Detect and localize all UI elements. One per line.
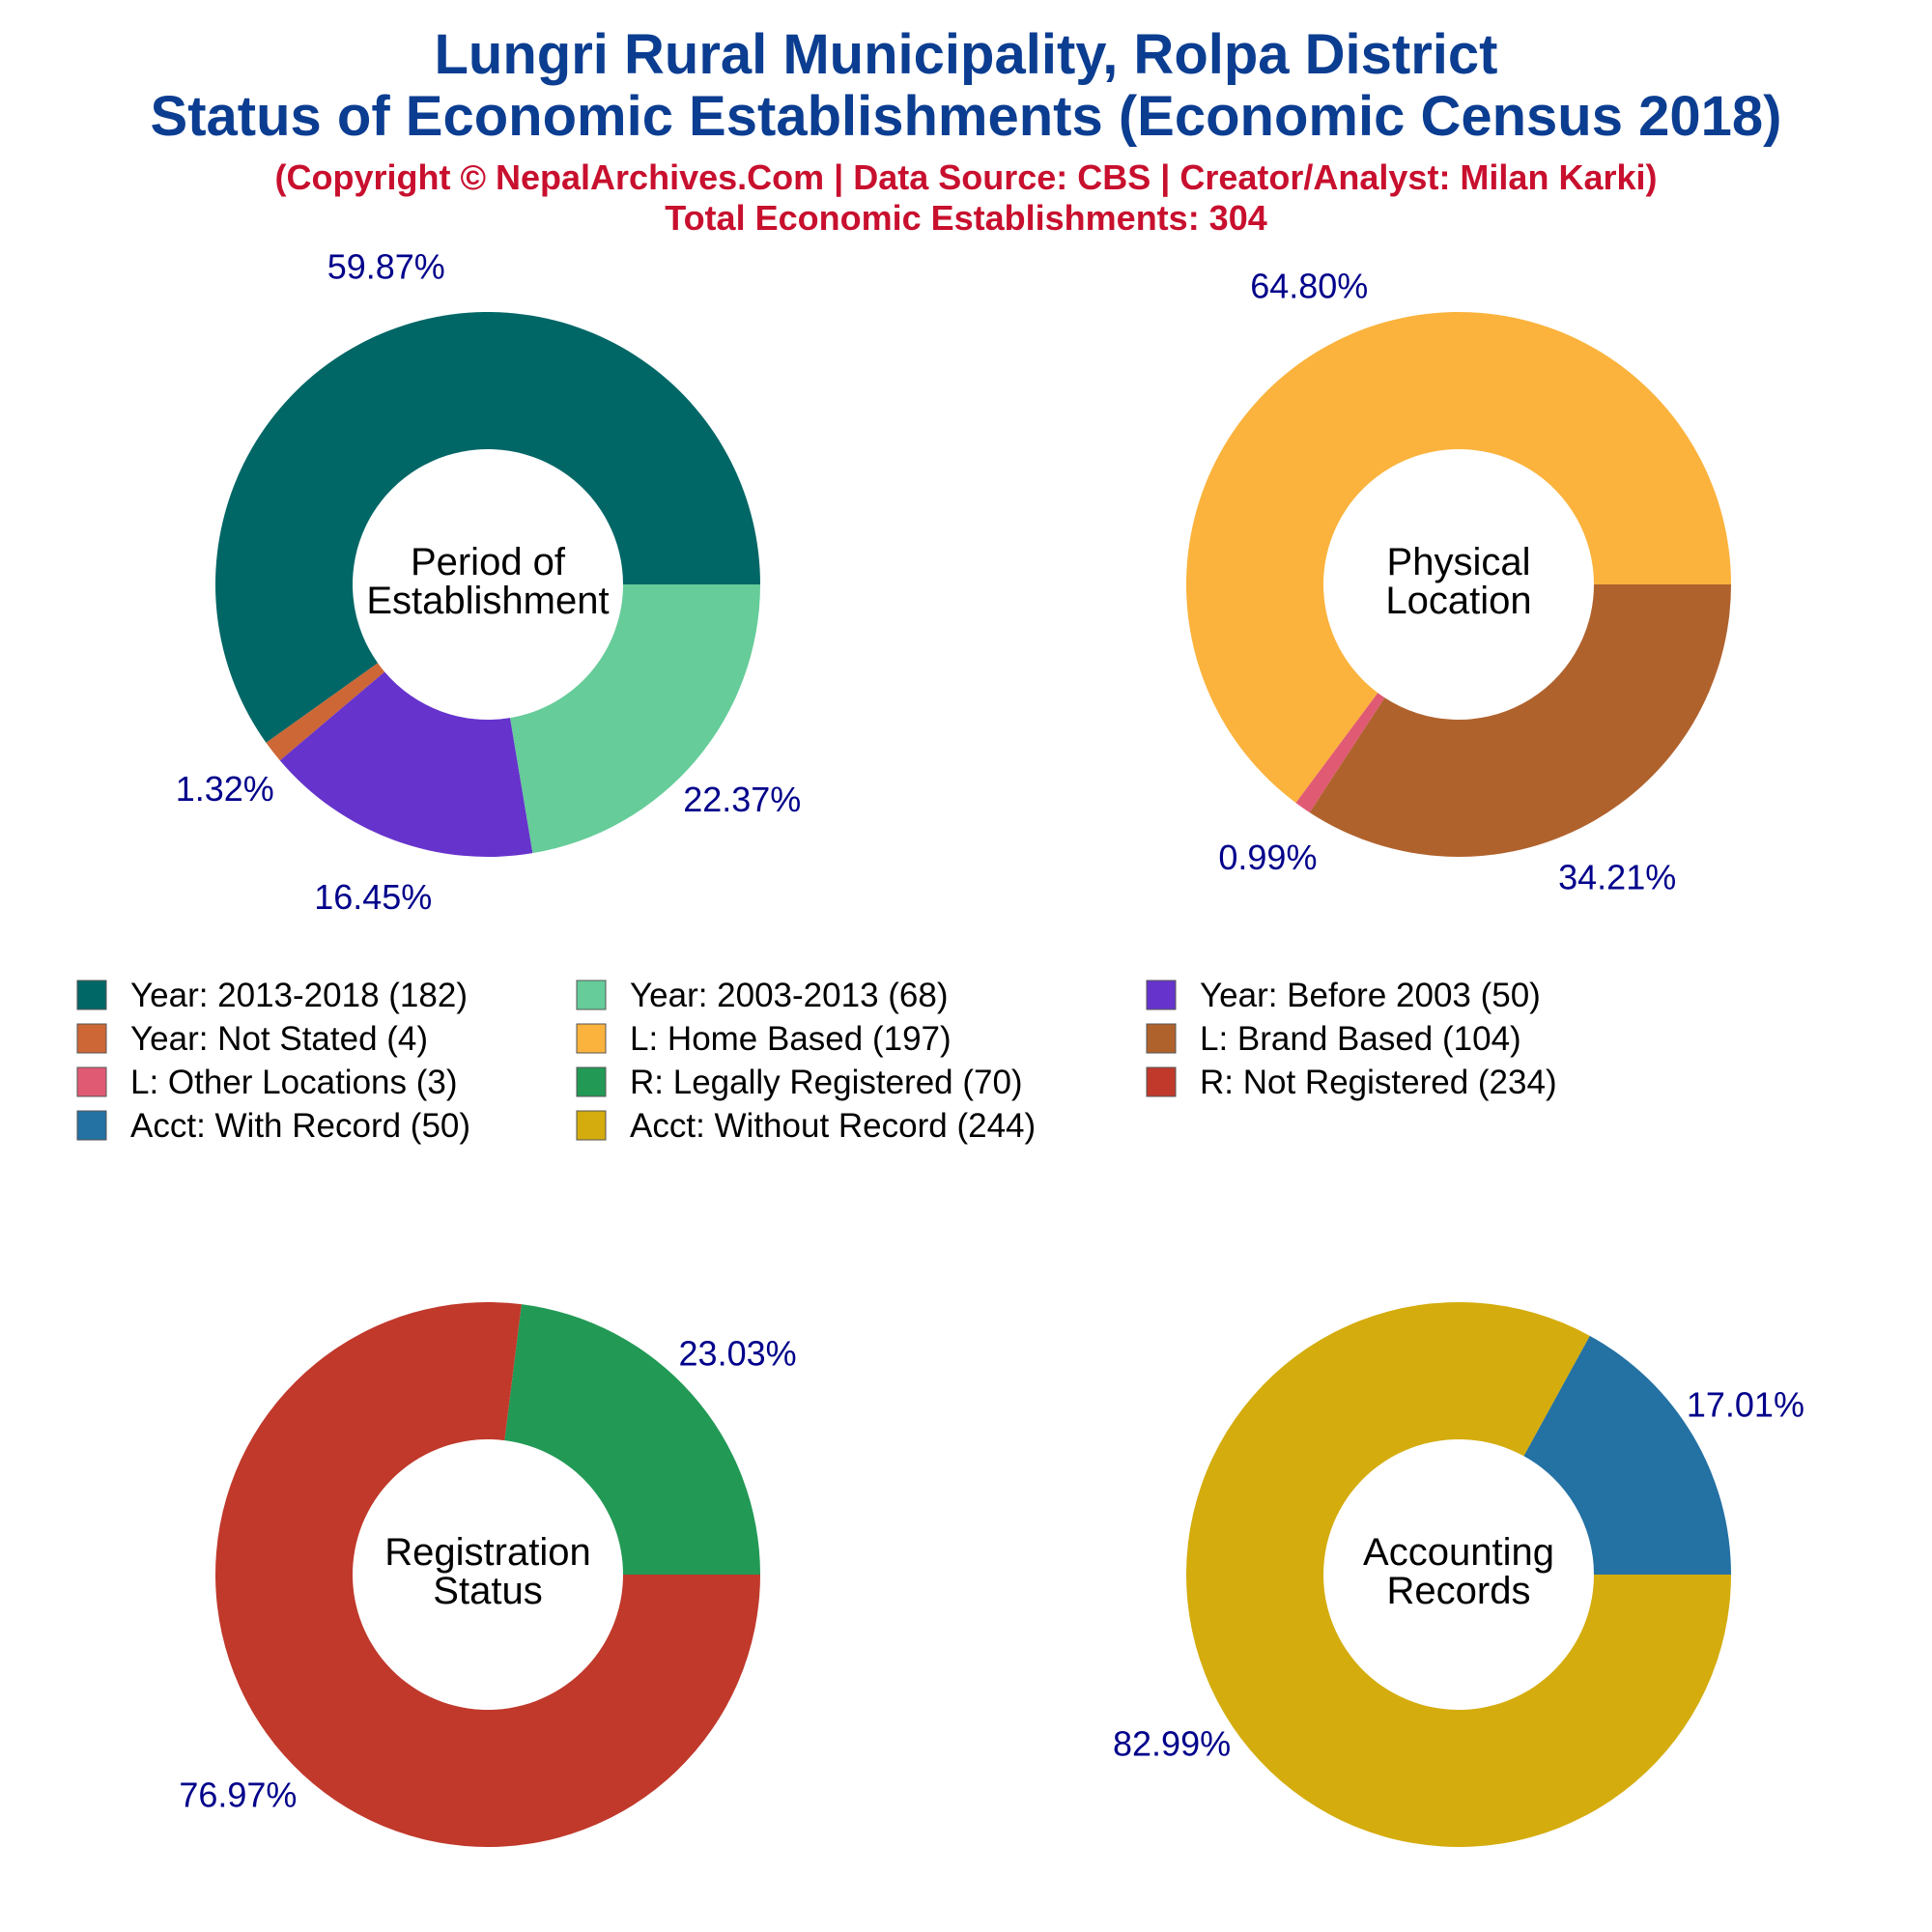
chart-title-line2: Status of Economic Establishments (Econo… — [151, 85, 1782, 148]
legend-swatch-5 — [576, 1023, 607, 1054]
donut-1-slice-3 — [279, 671, 533, 857]
legend-label-2: Year: 2003-2013 (68) — [630, 977, 949, 1014]
donut-3-center-label-2: Status — [433, 1570, 542, 1612]
donut-1-pct-label-2: 1.32% — [176, 769, 274, 809]
legend-swatch-4 — [76, 1023, 107, 1054]
donut-2-slice-3 — [1309, 584, 1731, 857]
donut-3-pct-label-1: 23.03% — [679, 1334, 797, 1374]
donut-4-center-label-2: Records — [1387, 1570, 1531, 1612]
donut-1-pct-label-4: 22.37% — [683, 780, 801, 819]
donut-1-slice-2 — [266, 663, 385, 761]
donut-1-center-label-1: Period of — [411, 541, 566, 583]
donut-2-pct-label-3: 34.21% — [1558, 857, 1676, 896]
legend-item: Year: 2003-2013 (68) — [576, 977, 949, 1014]
donut-chart-1: 59.87% 1.32% 16.45% 22.37% Period ofEstablis… — [176, 246, 802, 916]
donut-1-pct-label-1: 59.87% — [327, 246, 445, 286]
donut-2-center-label-2: Location — [1385, 580, 1531, 622]
donut-4-slice-1 — [1523, 1335, 1731, 1575]
legend-item: Year: Not Stated (4) — [76, 1020, 428, 1058]
legend-swatch-6 — [1146, 1023, 1177, 1054]
legend-item: L: Brand Based (104) — [1146, 1020, 1521, 1058]
donut-3-pct-label-2: 76.97% — [179, 1775, 297, 1814]
legend-label-3: Year: Before 2003 (50) — [1200, 977, 1541, 1014]
donut-4-pct-label-1: 17.01% — [1687, 1384, 1804, 1424]
legend-swatch-10 — [76, 1110, 107, 1141]
chart-subtitle-line2: Total Economic Establishments: 304 — [665, 198, 1267, 238]
donut-2-pct-label-1: 64.80% — [1250, 267, 1368, 306]
legend-label-11: Acct: Without Record (244) — [630, 1107, 1036, 1145]
legend-swatch-1 — [76, 980, 107, 1010]
donut-4-slice-2 — [1185, 1301, 1731, 1847]
legend-label-8: R: Legally Registered (70) — [630, 1064, 1023, 1101]
donut-1-center-label-2: Establishment — [366, 580, 609, 622]
donut-1-slice-1 — [214, 311, 760, 743]
legend-swatch-11 — [576, 1110, 607, 1141]
legend-label-5: L: Home Based (197) — [630, 1020, 952, 1058]
donut-2-slice-1 — [1185, 311, 1731, 804]
legend-swatch-8 — [576, 1066, 607, 1097]
legend-label-1: Year: 2013-2018 (182) — [130, 977, 468, 1014]
legend-swatch-9 — [1146, 1066, 1177, 1097]
legend-label-4: Year: Not Stated (4) — [130, 1020, 428, 1058]
donut-4-center-label-1: Accounting — [1363, 1531, 1554, 1574]
legend-item: L: Other Locations (3) — [76, 1064, 458, 1101]
legend: Year: 2013-2018 (182) Year: 2003-2013 (68… — [76, 977, 1557, 1145]
legend-label-10: Acct: With Record (50) — [130, 1107, 470, 1145]
legend-label-9: R: Not Registered (234) — [1200, 1064, 1557, 1101]
legend-swatch-2 — [576, 980, 607, 1010]
donut-4-pct-label-2: 82.99% — [1113, 1724, 1231, 1764]
donut-3-center-label-1: Registration — [384, 1531, 590, 1574]
legend-swatch-3 — [1146, 980, 1177, 1010]
donut-2-center-label-1: Physical — [1387, 541, 1531, 583]
legend-swatch-7 — [76, 1066, 107, 1097]
donut-2-slice-2 — [1295, 693, 1385, 813]
legend-item: Acct: With Record (50) — [76, 1107, 470, 1145]
donut-1-slice-4 — [510, 584, 760, 854]
legend-item: R: Not Registered (234) — [1146, 1064, 1557, 1101]
donut-3-slice-1 — [504, 1304, 760, 1575]
chart-title-line1: Lungri Rural Municipality, Rolpa Distric… — [434, 23, 1497, 86]
donut-2-pct-label-2: 0.99% — [1218, 838, 1317, 877]
legend-item: Year: Before 2003 (50) — [1146, 977, 1541, 1014]
legend-label-6: L: Brand Based (104) — [1200, 1020, 1521, 1058]
donut-charts: 59.87% 1.32% 16.45% 22.37% Period ofEstablis… — [176, 246, 1804, 1847]
legend-item: L: Home Based (197) — [576, 1020, 952, 1058]
chart-subtitle-line1: (Copyright © NepalArchives.Com | Data So… — [275, 157, 1658, 198]
legend-item: Acct: Without Record (244) — [576, 1107, 1036, 1145]
legend-label-7: L: Other Locations (3) — [130, 1064, 458, 1101]
donut-1-pct-label-3: 16.45% — [314, 877, 432, 917]
donut-3-slice-2 — [214, 1302, 761, 1847]
legend-item: R: Legally Registered (70) — [576, 1064, 1023, 1101]
legend-item: Year: 2013-2018 (182) — [76, 977, 468, 1014]
